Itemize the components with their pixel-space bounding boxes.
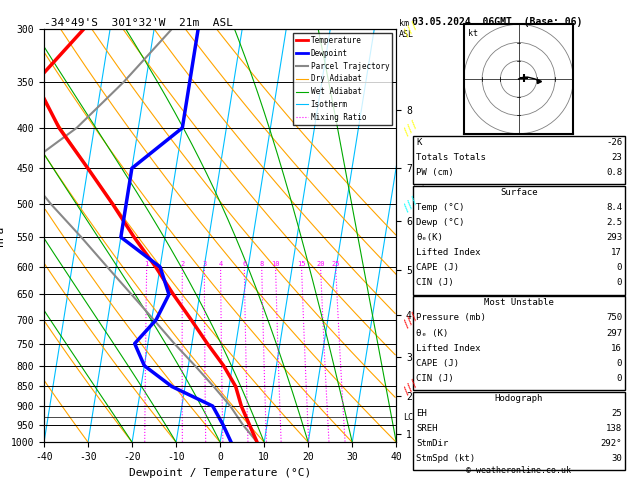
Text: Lifted Index: Lifted Index	[416, 344, 481, 353]
Text: 23: 23	[611, 153, 622, 162]
Text: θₑ (K): θₑ (K)	[416, 329, 448, 338]
Text: SREH: SREH	[416, 424, 438, 433]
Text: 2.5: 2.5	[606, 218, 622, 227]
Text: ///: ///	[401, 195, 421, 214]
Text: km
ASL: km ASL	[399, 19, 414, 39]
Text: ///: ///	[401, 310, 421, 330]
Text: 0: 0	[616, 263, 622, 273]
Text: Hodograph: Hodograph	[495, 394, 543, 403]
Text: StmDir: StmDir	[416, 439, 448, 448]
Text: CAPE (J): CAPE (J)	[416, 263, 459, 273]
Text: 8: 8	[260, 261, 264, 267]
Text: 30: 30	[611, 454, 622, 463]
Text: Surface: Surface	[500, 188, 538, 197]
Text: 0: 0	[616, 278, 622, 288]
X-axis label: Dewpoint / Temperature (°C): Dewpoint / Temperature (°C)	[129, 468, 311, 478]
Y-axis label: hPa: hPa	[0, 226, 5, 246]
Legend: Temperature, Dewpoint, Parcel Trajectory, Dry Adiabat, Wet Adiabat, Isotherm, Mi: Temperature, Dewpoint, Parcel Trajectory…	[293, 33, 392, 125]
Text: 15: 15	[298, 261, 306, 267]
Text: θₑ(K): θₑ(K)	[416, 233, 443, 243]
Text: Totals Totals: Totals Totals	[416, 153, 486, 162]
Text: -34°49'S  301°32'W  21m  ASL: -34°49'S 301°32'W 21m ASL	[44, 18, 233, 28]
Text: 2: 2	[180, 261, 184, 267]
Text: 10: 10	[271, 261, 280, 267]
Text: ///: ///	[401, 19, 421, 39]
Text: 17: 17	[611, 248, 622, 258]
Text: StmSpd (kt): StmSpd (kt)	[416, 454, 476, 463]
Text: Temp (°C): Temp (°C)	[416, 203, 465, 212]
Y-axis label: Mixing Ratio (g/kg): Mixing Ratio (g/kg)	[415, 180, 425, 292]
Text: -26: -26	[606, 138, 622, 147]
Text: 0: 0	[616, 359, 622, 368]
Text: 25: 25	[611, 409, 622, 418]
Text: 3: 3	[203, 261, 206, 267]
Text: 8.4: 8.4	[606, 203, 622, 212]
Text: © weatheronline.co.uk: © weatheronline.co.uk	[467, 466, 571, 475]
Text: Most Unstable: Most Unstable	[484, 298, 554, 308]
Text: ///: ///	[401, 118, 421, 138]
Text: 25: 25	[331, 261, 340, 267]
Text: 293: 293	[606, 233, 622, 243]
Text: LCL: LCL	[403, 413, 418, 422]
Text: ///: ///	[401, 377, 421, 396]
Text: Lifted Index: Lifted Index	[416, 248, 481, 258]
Text: Dewp (°C): Dewp (°C)	[416, 218, 465, 227]
Text: 20: 20	[316, 261, 325, 267]
Text: 16: 16	[611, 344, 622, 353]
Text: 138: 138	[606, 424, 622, 433]
Text: kt: kt	[469, 29, 478, 38]
Text: 292°: 292°	[601, 439, 622, 448]
Text: 0.8: 0.8	[606, 168, 622, 177]
Text: 750: 750	[606, 313, 622, 323]
Text: CIN (J): CIN (J)	[416, 278, 454, 288]
Text: Pressure (mb): Pressure (mb)	[416, 313, 486, 323]
Text: EH: EH	[416, 409, 427, 418]
Text: 4: 4	[218, 261, 223, 267]
Text: CIN (J): CIN (J)	[416, 374, 454, 383]
Text: 0: 0	[616, 374, 622, 383]
Text: 1: 1	[145, 261, 149, 267]
Text: 6: 6	[242, 261, 247, 267]
Text: CAPE (J): CAPE (J)	[416, 359, 459, 368]
Text: 03.05.2024  06GMT  (Base: 06): 03.05.2024 06GMT (Base: 06)	[412, 17, 582, 27]
Text: 297: 297	[606, 329, 622, 338]
Text: PW (cm): PW (cm)	[416, 168, 454, 177]
Text: K: K	[416, 138, 422, 147]
